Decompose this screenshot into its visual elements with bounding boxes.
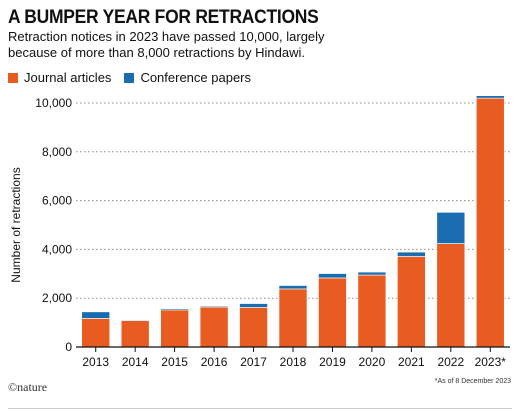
x-tick-label: 2021: [398, 355, 425, 369]
bar-journal-2016: [199, 306, 229, 348]
y-axis-title: Number of retractions: [9, 167, 23, 282]
bar-conference-2018: [278, 285, 308, 290]
y-tick-label: 6,000: [42, 194, 72, 208]
legend-label-journal: Journal articles: [24, 70, 112, 85]
x-tick-label: 2022: [437, 355, 464, 369]
x-tick-label: 2019: [319, 355, 346, 369]
y-tick-label: 10,000: [35, 96, 72, 110]
bar-conference-2020: [357, 271, 387, 276]
y-tick-label: 4,000: [42, 242, 72, 256]
legend-swatch-journal: [8, 72, 18, 83]
chart-title: A BUMPER YEAR FOR RETRACTIONS: [8, 7, 319, 28]
bar-conference-2017: [239, 303, 268, 308]
legend-item-journal: Journal articles: [8, 70, 111, 85]
bar-journal-2017: [239, 307, 268, 348]
bar-journal-2022: [436, 243, 466, 348]
bar-conference-2023: [475, 95, 505, 99]
x-tick-label: 2023*: [475, 355, 507, 369]
bar-journal-2021: [397, 256, 426, 348]
legend-swatch-conference: [124, 72, 135, 83]
bar-journal-2014: [120, 320, 150, 348]
bar-journal-2019: [318, 277, 347, 348]
x-tick-label: 2017: [240, 355, 267, 369]
bar-conference-2016: [199, 305, 229, 308]
y-tick-label: 8,000: [42, 145, 72, 159]
x-tick-label: 2014: [122, 355, 149, 369]
x-tick-label: 2015: [161, 355, 188, 369]
bar-conference-2019: [318, 273, 347, 279]
bar-journal-2018: [278, 288, 308, 348]
bar-journal-2020: [357, 274, 387, 348]
legend-label-conference: Conference papers: [140, 70, 252, 85]
footnote: *As of 8 December 2023: [434, 378, 511, 385]
bar-conference-2022: [436, 212, 466, 244]
y-tick-label: 0: [65, 340, 72, 354]
bar-journal-2013: [81, 318, 111, 348]
legend: Journal articles Conference papers: [8, 70, 251, 85]
bar-conference-2013: [81, 311, 111, 319]
legend-item-conference: Conference papers: [124, 70, 251, 85]
bar-conference-2015: [160, 308, 189, 311]
chart-subtitle: Retraction notices in 2023 have passed 1…: [8, 29, 325, 60]
bottom-rule: [8, 408, 512, 409]
y-tick-label: 2,000: [42, 291, 72, 305]
x-tick-label: 2016: [201, 355, 228, 369]
bar-journal-2023: [475, 97, 505, 348]
x-tick-label: 2018: [280, 355, 307, 369]
x-tick-label: 2013: [82, 355, 109, 369]
bar-conference-2014: [120, 319, 150, 321]
x-tick-label: 2020: [359, 355, 386, 369]
bar-conference-2021: [397, 251, 426, 257]
nature-logo: ©nature: [8, 380, 48, 394]
bar-journal-2015: [160, 309, 189, 348]
